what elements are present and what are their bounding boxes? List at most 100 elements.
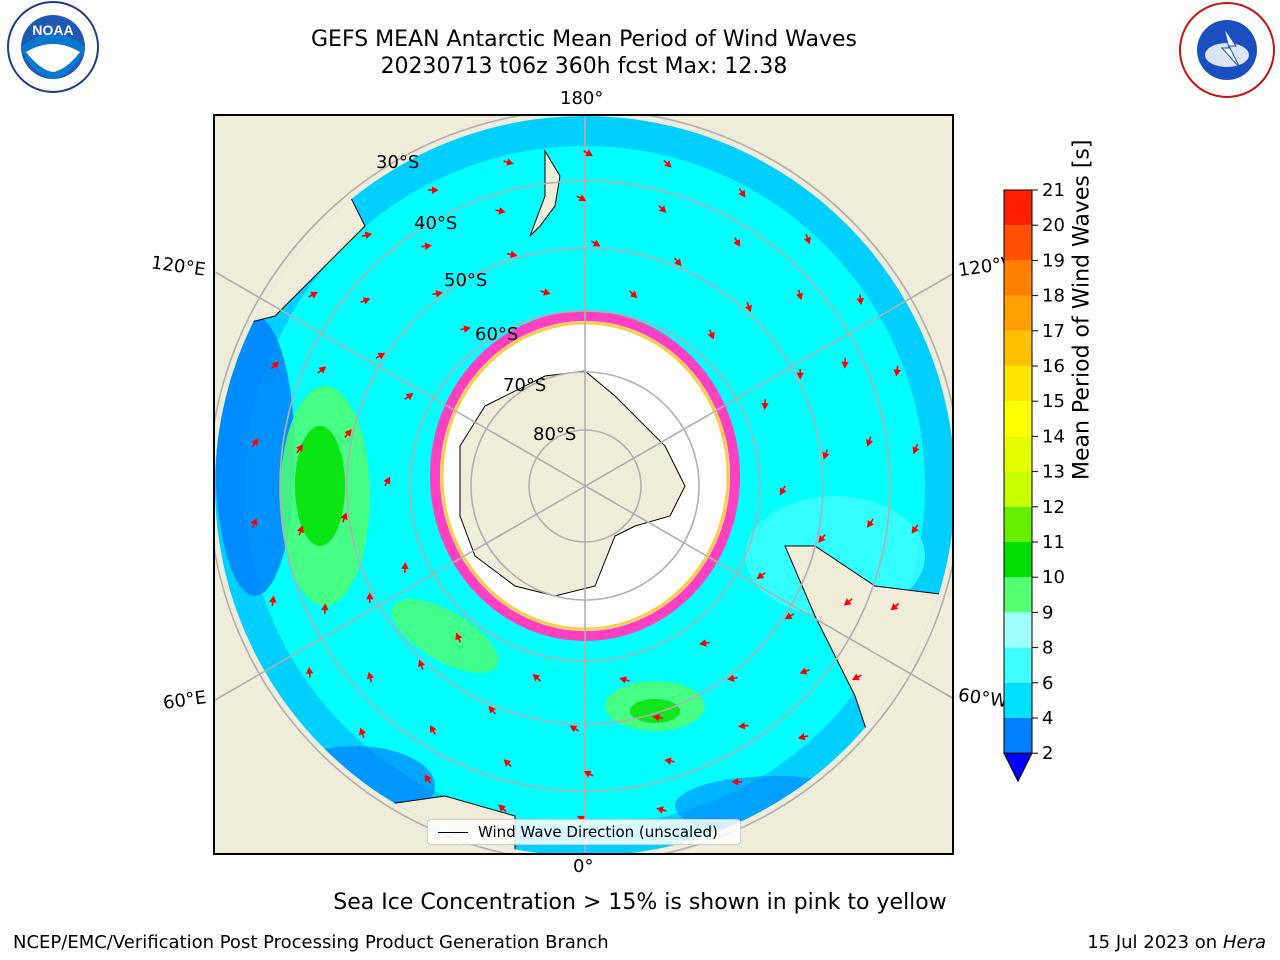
- colorbar-label: Mean Period of Wind Waves [s]: [1069, 139, 1095, 480]
- wind-wave-arrow: [803, 234, 811, 245]
- wind-wave-arrow: [843, 598, 853, 606]
- map-legend: Wind Wave Direction (unscaled): [427, 819, 741, 845]
- wind-wave-arrow: [503, 158, 514, 166]
- legend-label: Wind Wave Direction (unscaled): [478, 823, 718, 841]
- colorbar-svg: 2 4 6 8 9 10 11 12 13 14 15 16 17 18 19 20 21: [1003, 180, 1065, 783]
- wind-wave-arrow: [818, 534, 826, 543]
- map-title: GEFS MEAN Antarctic Mean Period of Wind …: [311, 27, 857, 52]
- colorbar-cell: [1004, 366, 1032, 402]
- wind-wave-arrow: [756, 571, 766, 579]
- wind-wave-arrow: [912, 443, 920, 455]
- wind-wave-arrow: [383, 476, 391, 487]
- wind-wave-arrow: [656, 806, 667, 814]
- wind-wave-arrow: [569, 725, 580, 733]
- colorbar-tick-label: 21: [1042, 180, 1065, 201]
- lat-label-50s: 50°S: [444, 270, 488, 291]
- colorbar-tick-label: 17: [1042, 321, 1065, 342]
- wind-wave-arrow: [733, 237, 741, 247]
- wind-wave-arrow: [652, 713, 664, 722]
- colorbar-tick-label: 14: [1042, 426, 1065, 447]
- lat-label-30s: 30°S: [376, 152, 420, 173]
- colorbar-tick-label: 9: [1042, 602, 1053, 623]
- wind-wave-arrow: [498, 804, 507, 813]
- colorbar-cell: [1004, 647, 1032, 683]
- graticule: [215, 116, 952, 853]
- wind-wave-arrow: [761, 399, 769, 410]
- wind-wave-arrow: [540, 288, 551, 296]
- wind-wave-arrow: [460, 325, 471, 333]
- wind-wave-arrow: [366, 592, 374, 604]
- mid-period-patch: [745, 496, 925, 616]
- colorbar-tick-label: 10: [1042, 567, 1065, 588]
- lat-label-60s: 60°S: [475, 324, 519, 345]
- colorbar-underflow-triangle: [1003, 752, 1033, 783]
- wind-wave-arrow: [375, 352, 386, 360]
- noaa-logo: NOAA: [0, 0, 106, 106]
- colorbar-tick-label: 8: [1042, 638, 1053, 659]
- colorbar-tick-label: 20: [1042, 215, 1065, 236]
- high-period-core: [630, 699, 680, 723]
- colorbar-cell: [1004, 682, 1032, 718]
- colorbar-cell: [1004, 542, 1032, 578]
- wind-wave-arrow: [628, 290, 638, 299]
- wind-wave-arrow: [250, 517, 258, 529]
- wind-wave-arrow: [893, 365, 901, 377]
- colorbar-cell: [1004, 401, 1032, 437]
- wind-wave-arrow: [359, 727, 367, 738]
- colorbar-tick-label: 16: [1042, 356, 1065, 377]
- wind-wave-arrow: [797, 733, 809, 741]
- colorbar-cells: [1003, 189, 1033, 783]
- colorbar: 2 4 6 8 9 10 11 12 13 14 15 16 17 18 19 20 21: [990, 180, 1080, 794]
- wind-wave-arrow: [865, 436, 874, 447]
- wind-wave-arrow: [432, 290, 443, 298]
- colorbar-tick-label: 18: [1042, 286, 1065, 307]
- wind-wave-arrow: [583, 149, 593, 157]
- meridian-60E-120W: [215, 273, 952, 701]
- wind-wave-arrow: [851, 673, 862, 681]
- colorbar-tick-label: 11: [1042, 532, 1065, 553]
- wind-wave-arrow: [421, 242, 432, 250]
- wind-wave-arrow: [305, 666, 314, 678]
- wind-wave-arrow: [841, 358, 849, 369]
- wind-wave-arrow: [822, 449, 830, 460]
- wind-wave-arrow: [532, 673, 542, 682]
- colorbar-cell: [1004, 295, 1032, 331]
- wind-wave-arrow: [344, 429, 352, 438]
- high-period-patch: [391, 599, 499, 673]
- wind-wave-arrow: [590, 239, 601, 247]
- wind-wave-arrow: [866, 518, 874, 528]
- wind-wave-arrow: [619, 676, 630, 684]
- lon-label-120e: 120°E: [149, 252, 207, 281]
- wind-wave-arrow: [488, 705, 496, 715]
- wind-wave-arrow: [361, 231, 373, 239]
- colorbar-tick-label: 12: [1042, 497, 1065, 518]
- map-area: [213, 114, 954, 855]
- footer-host: Hera: [1222, 932, 1266, 953]
- colorbar-cell: [1004, 225, 1032, 261]
- colorbar-cell: [1004, 190, 1032, 226]
- colorbar-tick-label: 4: [1042, 708, 1053, 729]
- wind-wave-arrow: [429, 725, 437, 735]
- low-period-patch: [215, 316, 295, 596]
- footer-date: 15 Jul 2023 on Hera: [1087, 932, 1266, 953]
- colorbar-cell: [1004, 436, 1032, 472]
- wind-wave-arrow: [424, 774, 432, 784]
- svg-text:NOAA: NOAA: [32, 22, 73, 38]
- colorbar-tick-label: 6: [1042, 673, 1053, 694]
- wind-wave-arrow: [503, 759, 512, 768]
- antarctica-landmass: [459, 370, 686, 597]
- footer-organization: NCEP/EMC/Verification Post Processing Pr…: [13, 932, 609, 953]
- wind-wave-arrow: [699, 639, 710, 647]
- new-zealand-landmass: [529, 149, 561, 237]
- colorbar-cell: [1004, 718, 1032, 754]
- wind-wave-arrow: [317, 366, 327, 374]
- high-period-core: [295, 426, 345, 546]
- wind-wave-arrow: [404, 393, 414, 401]
- colorbar-tick-label: 2: [1042, 743, 1053, 764]
- colorbar-ticks: 2 4 6 8 9 10 11 12 13 14 15 16 17 18 19 20 21: [1032, 180, 1065, 764]
- lon-label-180: 180°: [560, 88, 604, 109]
- wind-wave-arrow: [308, 291, 319, 299]
- wind-wave-arrow: [270, 361, 280, 370]
- wind-wave-arrow: [576, 194, 587, 202]
- sea-ice-note: Sea Ice Concentration > 15% is shown in …: [333, 890, 947, 915]
